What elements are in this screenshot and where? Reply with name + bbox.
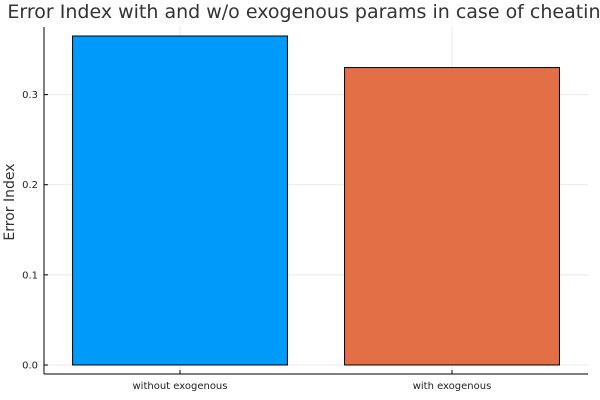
x-ticks: without exogenous with exogenous xyxy=(133,370,492,392)
y-ticks: 0.0 0.1 0.2 0.3 xyxy=(22,90,48,371)
y-axis-label: Error Index xyxy=(2,163,18,240)
x-tick-label-1: with exogenous xyxy=(413,381,492,392)
chart-title: Error Index with and w/o exogenous param… xyxy=(7,1,600,23)
y-tick-label-0: 0.0 xyxy=(22,360,38,371)
y-tick-label-1: 0.1 xyxy=(22,270,38,281)
x-tick-label-0: without exogenous xyxy=(133,381,228,392)
bar-0 xyxy=(72,35,288,366)
bar-1 xyxy=(344,67,560,366)
y-tick-label-2: 0.2 xyxy=(22,180,38,191)
y-tick-label-3: 0.3 xyxy=(22,90,38,101)
bars xyxy=(72,35,560,366)
